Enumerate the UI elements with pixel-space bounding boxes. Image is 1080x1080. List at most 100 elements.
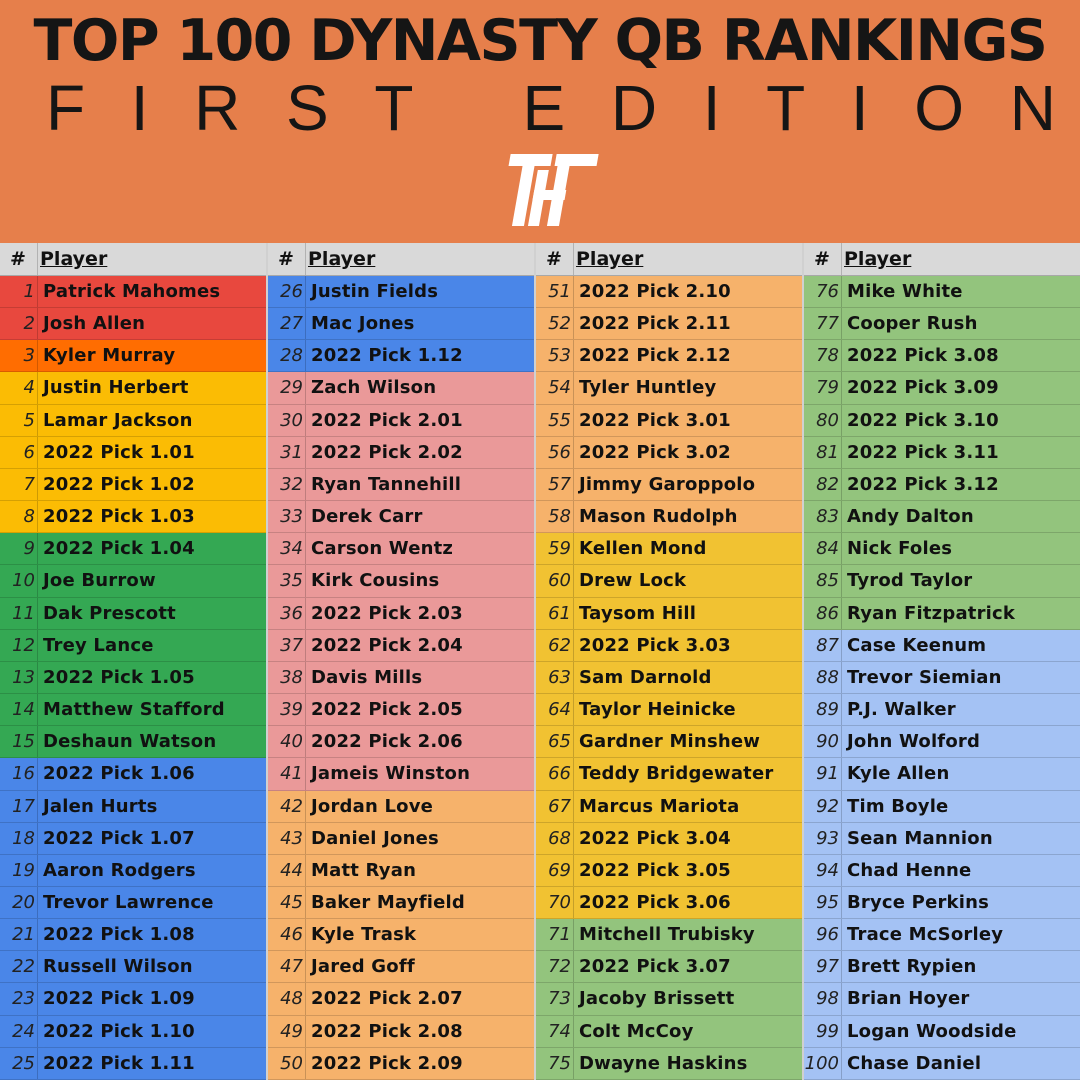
cell-divider (841, 243, 842, 275)
player-cell: 2022 Pick 1.01 (43, 441, 195, 463)
table-row: 13 2022 Pick 1.05 (0, 661, 266, 695)
rank-cell: 92 (816, 795, 839, 817)
table-row: 61 Taysom Hill (536, 597, 802, 630)
player-cell: 2022 Pick 2.09 (311, 1052, 463, 1074)
cell-divider (573, 243, 574, 275)
rank-cell: 86 (816, 602, 839, 624)
player-cell: Brett Rypien (847, 956, 977, 978)
rank-cell: 47 (280, 956, 303, 978)
player-cell: Tyler Huntley (579, 377, 717, 399)
subtitle-letter: I (130, 72, 149, 144)
player-cell: Josh Allen (43, 313, 146, 335)
rank-cell: 94 (816, 859, 839, 881)
cell-divider (841, 886, 842, 919)
rank-cell: 77 (816, 313, 839, 335)
rank-cell: 71 (548, 924, 571, 946)
player-cell: 2022 Pick 3.12 (847, 473, 999, 495)
rank-cell: 39 (280, 699, 303, 721)
player-cell: 2022 Pick 1.12 (311, 345, 463, 367)
rank-cell: 43 (280, 827, 303, 849)
table-row: 16 2022 Pick 1.06 (0, 758, 266, 791)
table-row: 17 Jalen Hurts (0, 790, 266, 823)
rank-cell: 44 (280, 859, 303, 881)
table-row: 64 Taylor Heinicke (536, 694, 802, 727)
rank-cell: 81 (816, 441, 839, 463)
table-row: 85 Tyrod Taylor (804, 565, 1080, 598)
cell-divider (37, 758, 38, 790)
player-cell: Teddy Bridgewater (579, 763, 774, 785)
table-row: 10 Joe Burrow (0, 565, 266, 598)
rank-cell: 84 (816, 538, 839, 560)
cell-divider (841, 436, 842, 468)
rank-header: # (10, 248, 26, 270)
cell-divider (573, 404, 574, 436)
player-cell: John Wolford (847, 731, 981, 753)
cell-divider (37, 565, 38, 597)
cell-divider (841, 276, 842, 308)
cell-divider (841, 822, 842, 854)
rank-cell: 90 (816, 731, 839, 753)
rank-cell: 79 (816, 377, 839, 399)
cell-divider (305, 951, 306, 983)
cell-divider (37, 726, 38, 758)
player-cell: Jared Goff (311, 956, 415, 978)
player-cell: Kellen Mond (579, 538, 707, 560)
rank-cell: 87 (816, 634, 839, 656)
table-row: 72 2022 Pick 3.07 (536, 951, 802, 984)
cell-divider (305, 886, 306, 919)
rank-cell: 53 (548, 345, 571, 367)
table-row: 92 Tim Boyle (804, 790, 1080, 823)
table-row: 87 Case Keenum (804, 629, 1080, 662)
rank-cell: 14 (12, 699, 35, 721)
cell-divider (305, 243, 306, 275)
cell-divider (573, 276, 574, 308)
cell-divider (573, 340, 574, 372)
rank-cell: 57 (548, 473, 571, 495)
table-row: 76 Mike White (804, 276, 1080, 309)
rank-cell: 10 (12, 570, 35, 592)
table-row: 60 Drew Lock (536, 565, 802, 598)
player-cell: Kyle Trask (311, 924, 417, 946)
table-row: 14 Matthew Stafford (0, 694, 266, 727)
player-cell: Trey Lance (43, 634, 154, 656)
rank-cell: 31 (280, 441, 303, 463)
player-cell: 2022 Pick 3.08 (847, 345, 999, 367)
rank-cell: 33 (280, 506, 303, 528)
cell-divider (305, 308, 306, 340)
player-cell: 2022 Pick 1.05 (43, 666, 195, 688)
table-row: 5 Lamar Jackson (0, 404, 266, 437)
player-cell: Patrick Mahomes (43, 281, 221, 302)
rank-cell: 48 (280, 988, 303, 1010)
table-row: 95 Bryce Perkins (804, 886, 1080, 920)
rank-cell: 68 (548, 827, 571, 849)
rank-cell: 45 (280, 891, 303, 913)
rank-cell: 3 (23, 345, 35, 367)
rank-cell: 4 (23, 377, 35, 399)
rank-cell: 89 (816, 699, 839, 721)
rank-cell: 46 (280, 924, 303, 946)
cell-divider (841, 308, 842, 340)
rank-cell: 21 (12, 924, 35, 946)
rank-cell: 40 (280, 731, 303, 753)
rank-cell: 72 (548, 956, 571, 978)
rank-cell: 37 (280, 634, 303, 656)
ranking-rows: 26 Justin Fields 27 Mac Jones 28 2022 Pick 1.… (268, 276, 534, 1080)
player-cell: Taysom Hill (579, 602, 697, 624)
ranking-column: # Player 51 2022 Pick 2.10 52 2022 Pick 2.11 5… (536, 243, 802, 1080)
player-cell: Mason Rudolph (579, 506, 738, 528)
subtitle-letter (459, 76, 477, 140)
table-row: 1 Patrick Mahomes (0, 276, 266, 309)
table-row: 30 2022 Pick 2.01 (268, 404, 534, 437)
player-cell: 2022 Pick 2.01 (311, 409, 463, 431)
player-cell: Mitchell Trubisky (579, 924, 755, 946)
rank-cell: 70 (548, 891, 571, 913)
cell-divider (841, 790, 842, 822)
rank-cell: 49 (280, 1020, 303, 1042)
cell-divider (573, 726, 574, 758)
rank-cell: 38 (280, 666, 303, 688)
table-row: 80 2022 Pick 3.10 (804, 404, 1080, 437)
cell-divider (37, 597, 38, 629)
table-row: 73 Jacoby Brissett (536, 983, 802, 1016)
table-row: 18 2022 Pick 1.07 (0, 822, 266, 855)
